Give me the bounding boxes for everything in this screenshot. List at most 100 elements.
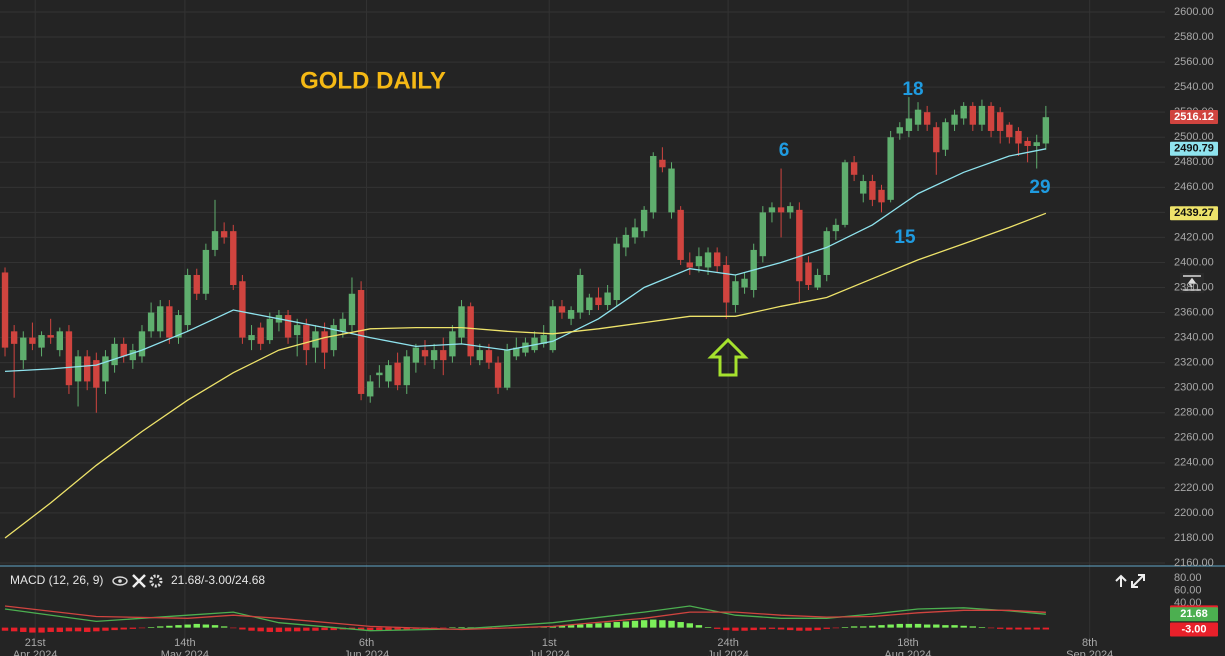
x-tick-label: 6th <box>359 637 374 649</box>
histogram-bar <box>348 627 356 629</box>
histogram-bar <box>841 627 849 628</box>
histogram-bar <box>558 625 566 628</box>
close-icon[interactable] <box>132 574 146 588</box>
candle-body <box>230 231 237 285</box>
candle-body <box>166 306 173 338</box>
histogram-bar <box>997 627 1004 629</box>
scale-icon[interactable] <box>1180 273 1204 293</box>
annotation: 18 <box>902 79 923 100</box>
histogram-bar <box>1033 627 1040 630</box>
histogram-bar <box>814 627 821 631</box>
histogram-bar <box>1024 627 1031 630</box>
candle-body <box>787 206 794 213</box>
y-tick-label: 60.00 <box>1174 584 1202 596</box>
y-tick-label: 2480.00 <box>1174 156 1214 168</box>
y-tick-label: 2500.00 <box>1174 131 1214 143</box>
candle-body <box>878 189 885 203</box>
candle-body <box>403 356 410 386</box>
candle-body <box>10 331 18 344</box>
histogram-bar <box>138 627 146 629</box>
move-up-icon[interactable] <box>1115 574 1127 587</box>
histogram-bar <box>129 627 137 629</box>
candle-body <box>394 362 401 386</box>
candle-body <box>558 306 566 313</box>
candle-body <box>914 109 922 125</box>
candle-body <box>969 105 977 125</box>
y-tick-label: 2260.00 <box>1174 432 1214 444</box>
histogram-bar <box>293 627 301 632</box>
x-tick-sublabel: May 2024 <box>161 649 209 656</box>
histogram-bar <box>832 627 840 629</box>
histogram-bar <box>220 626 228 628</box>
candle-body <box>202 249 210 294</box>
histogram-bar <box>248 627 255 631</box>
candle-body <box>138 331 146 357</box>
candle-body <box>47 335 54 338</box>
histogram-bar <box>394 627 401 630</box>
candle-body <box>184 274 191 326</box>
x-tick-sublabel: Sep 2024 <box>1066 649 1113 656</box>
histogram-bar <box>960 625 967 628</box>
histogram-bar <box>211 625 219 628</box>
candle-body <box>239 281 246 338</box>
candle-body <box>850 162 858 175</box>
histogram-bar <box>303 627 310 631</box>
histogram-bar <box>586 623 593 628</box>
price-label-box <box>1170 622 1218 637</box>
candle-body <box>987 105 995 131</box>
candle-body <box>1024 140 1031 146</box>
candle-body <box>905 118 913 131</box>
x-tick-label: 8th <box>1082 637 1097 649</box>
histogram-bar <box>942 625 949 628</box>
expand-icon[interactable] <box>1131 574 1145 588</box>
x-tick-label: 18th <box>897 637 918 649</box>
candle-body <box>339 318 347 332</box>
y-tick-label: 2540.00 <box>1174 81 1214 93</box>
histogram-bar <box>83 627 91 632</box>
histogram-bar <box>120 627 127 630</box>
candle-body <box>321 331 328 353</box>
candle-body <box>540 335 547 344</box>
candle-body <box>1 272 9 348</box>
y-tick-label: 2160.00 <box>1174 557 1214 569</box>
y-tick-label: 2300.00 <box>1174 382 1214 394</box>
histogram-bar <box>860 626 867 628</box>
candle-body <box>211 231 219 250</box>
candle-body <box>604 292 611 306</box>
indicator-icons[interactable] <box>112 574 163 588</box>
histogram-bar <box>175 625 182 628</box>
candle-body <box>157 306 164 332</box>
histogram-bar <box>47 627 54 632</box>
price-label: -3.00 <box>1181 623 1206 635</box>
histogram-bar <box>193 623 200 628</box>
eye-icon[interactable] <box>112 576 128 586</box>
candle-body <box>257 327 264 344</box>
histogram-bar <box>440 627 447 629</box>
histogram-bar <box>604 622 611 628</box>
candle-body <box>860 181 867 194</box>
histogram-bar <box>650 619 657 628</box>
settings-icon[interactable] <box>149 574 163 588</box>
histogram-bar <box>312 627 319 631</box>
histogram-bar <box>1042 627 1050 630</box>
candle-body <box>513 347 520 357</box>
candle-body <box>677 209 684 260</box>
histogram-bar <box>20 627 27 632</box>
candle-body <box>522 342 529 353</box>
histogram-bar <box>905 623 913 628</box>
candle-body <box>38 335 45 348</box>
candle-body <box>741 278 748 288</box>
y-tick-label: 2420.00 <box>1174 231 1214 243</box>
candle-body <box>887 137 894 200</box>
histogram-bar <box>321 627 328 631</box>
candle-body <box>942 122 949 150</box>
histogram-bar <box>787 627 794 631</box>
candle-body <box>723 264 730 303</box>
candle-body <box>83 356 91 382</box>
x-tick-label: 21st <box>25 637 46 649</box>
candle-body <box>832 224 840 232</box>
histogram-bar <box>266 627 273 632</box>
candle-body <box>1033 142 1040 146</box>
candle-body <box>20 337 27 361</box>
candle-body <box>102 356 109 382</box>
